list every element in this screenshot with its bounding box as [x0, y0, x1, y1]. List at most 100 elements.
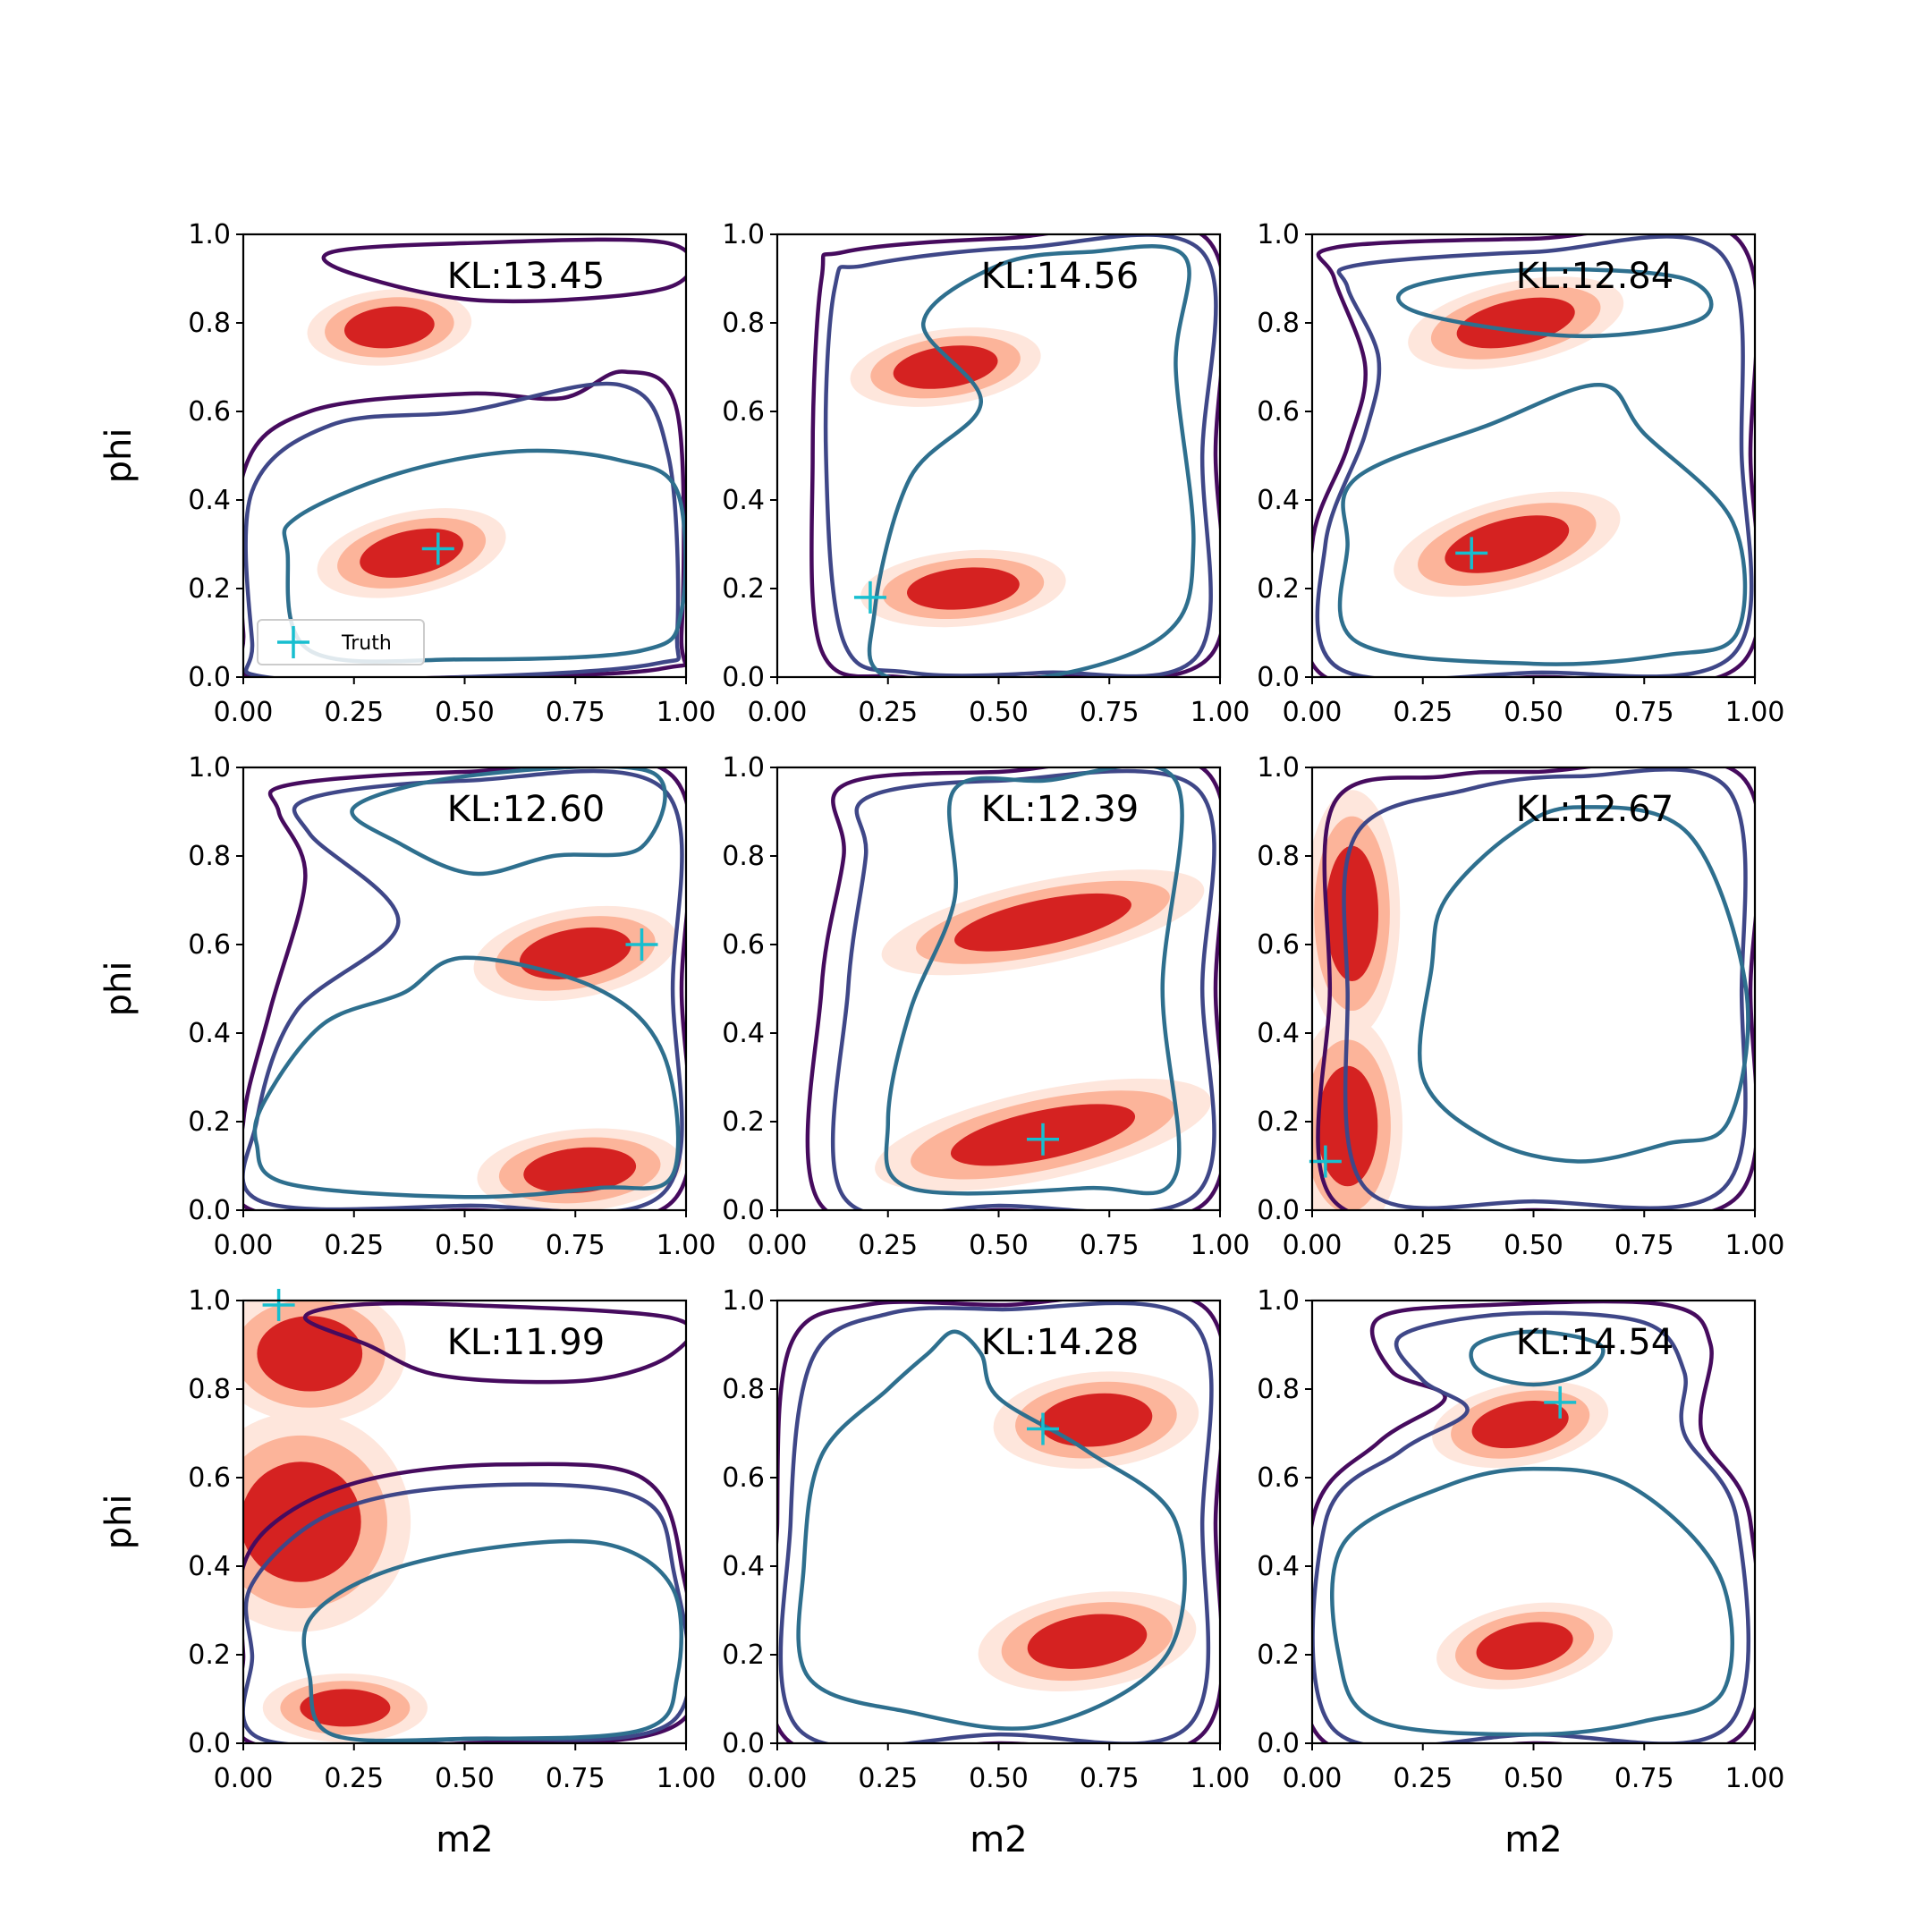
x-tick-label: 0.25 [324, 1230, 384, 1261]
y-tick-label: 0.6 [188, 1462, 231, 1494]
x-tick-label: 0.50 [435, 697, 495, 728]
y-tick-label: 0.8 [1257, 308, 1300, 339]
truth-marker [1027, 1123, 1059, 1156]
kl-annotation: KL:13.45 [447, 256, 606, 297]
x-tick-label: 1.00 [657, 1230, 716, 1261]
density-level-3 [1471, 1401, 1569, 1449]
density-mode-1 [993, 1371, 1199, 1470]
y-tick-label: 0.6 [1257, 1462, 1300, 1494]
contour-line-1 [1312, 1301, 1755, 1743]
density-mode-2 [317, 508, 506, 598]
y-tick-label: 0.4 [722, 1018, 765, 1049]
y-tick-label: 0.0 [722, 1728, 765, 1759]
kl-annotation: KL:14.54 [1516, 1322, 1674, 1363]
x-axis-label: m2 [1504, 1819, 1562, 1860]
y-axis-label: phi [98, 428, 140, 484]
x-tick-label: 0.00 [748, 1230, 808, 1261]
contour-line-3 [867, 244, 1196, 677]
truth-marker [625, 928, 658, 961]
y-tick-label: 0.0 [1257, 662, 1300, 693]
x-tick-label: 0.25 [858, 1230, 918, 1261]
x-tick-label: 1.00 [1191, 1763, 1250, 1794]
x-tick-label: 0.25 [1393, 1763, 1453, 1794]
x-tick-label: 0.00 [214, 697, 274, 728]
y-tick-label: 0.2 [188, 1640, 231, 1671]
panel-9: 0.00 0.25 0.50 0.75 1.00 0.0 0.2 0.4 0.6 0.8 1.0 KL… [1257, 1285, 1784, 1860]
contour-line-2 [243, 768, 684, 1210]
contour-line-1 [243, 767, 686, 1210]
density-mode-1 [473, 905, 677, 1001]
truth-marker [262, 1288, 295, 1321]
y-tick-label: 0.4 [1257, 1018, 1300, 1049]
density-level-3 [1027, 1614, 1148, 1669]
plot-area [243, 237, 686, 677]
x-tick-label: 0.00 [748, 697, 808, 728]
x-axis-label: m2 [970, 1819, 1027, 1860]
contour-line-3 [350, 767, 667, 877]
y-tick-label: 0.2 [1257, 1106, 1300, 1138]
density-level-3 [1445, 515, 1570, 573]
y-tick-label: 0.6 [722, 929, 765, 961]
x-tick-label: 0.75 [1614, 697, 1674, 728]
panel-7: 0.00 0.25 0.50 0.75 1.00 0.0 0.2 0.4 0.6 0.8 1.0 KL… [98, 1285, 716, 1860]
density-level-3 [1326, 845, 1379, 982]
contour-line-4 [1337, 383, 1748, 666]
density-level-3 [519, 927, 631, 979]
y-tick-label: 0.0 [1257, 1728, 1300, 1759]
x-tick-label: 0.50 [435, 1230, 495, 1261]
y-tick-label: 1.0 [188, 219, 231, 250]
density-mode-1 [881, 869, 1205, 976]
kl-annotation: KL:12.39 [981, 789, 1140, 830]
x-tick-label: 1.00 [1191, 697, 1250, 728]
y-tick-label: 1.0 [1257, 752, 1300, 784]
y-tick-label: 0.8 [722, 308, 765, 339]
contour-line-2 [1342, 767, 1748, 1210]
x-tick-label: 0.75 [546, 1763, 606, 1794]
density-mode-1 [307, 289, 472, 366]
truth-marker [853, 580, 886, 614]
contour-line-4 [1330, 1466, 1734, 1737]
y-tick-label: 1.0 [1257, 1285, 1300, 1317]
plot-area [1312, 767, 1755, 1210]
y-tick-label: 0.0 [188, 1195, 231, 1226]
y-tick-label: 0.2 [722, 573, 765, 605]
x-tick-label: 0.50 [969, 1763, 1029, 1794]
kl-annotation: KL:12.67 [1516, 789, 1674, 830]
truth-marker [1544, 1385, 1577, 1419]
y-tick-label: 0.4 [188, 1551, 231, 1582]
contour-line-2 [830, 768, 1216, 1210]
x-tick-label: 0.50 [1504, 1763, 1563, 1794]
panel-5: 0.00 0.25 0.50 0.75 1.00 0.0 0.2 0.4 0.6 0.8 1.0 KL… [722, 752, 1250, 1261]
x-tick-label: 1.00 [1725, 697, 1785, 728]
legend-label: Truth [341, 632, 392, 655]
density-mode-1 [243, 1301, 406, 1423]
kl-annotation: KL:12.84 [1516, 256, 1674, 297]
density-level-3 [344, 306, 435, 349]
y-tick-label: 0.2 [188, 573, 231, 605]
truth-marker [1455, 537, 1488, 570]
y-tick-label: 0.4 [1257, 1551, 1300, 1582]
y-tick-label: 0.2 [188, 1106, 231, 1138]
y-axis-label: phi [98, 1495, 140, 1550]
kl-annotation: KL:14.28 [981, 1322, 1140, 1363]
kl-annotation: KL:14.56 [981, 256, 1140, 297]
plot-area [243, 767, 686, 1210]
density-mode-2 [1394, 491, 1621, 597]
x-tick-label: 0.00 [1283, 697, 1343, 728]
x-tick-label: 0.00 [748, 1763, 808, 1794]
density-mode-2 [978, 1591, 1197, 1692]
contour-line-3 [1396, 267, 1714, 339]
plot-area [1312, 234, 1755, 677]
x-tick-label: 1.00 [657, 697, 716, 728]
y-tick-label: 0.6 [188, 396, 231, 428]
y-tick-label: 1.0 [188, 752, 231, 784]
kl-annotation: KL:12.60 [447, 789, 606, 830]
panel-6: 0.00 0.25 0.50 0.75 1.00 0.0 0.2 0.4 0.6 0.8 1.0 KL… [1257, 752, 1784, 1261]
x-tick-label: 1.00 [1725, 1230, 1785, 1261]
y-tick-label: 0.2 [722, 1640, 765, 1671]
x-tick-label: 0.25 [858, 1763, 918, 1794]
density-level-3 [257, 1316, 363, 1392]
y-axis-label: phi [98, 962, 140, 1017]
y-tick-label: 0.8 [188, 1374, 231, 1405]
x-tick-label: 0.75 [1614, 1230, 1674, 1261]
